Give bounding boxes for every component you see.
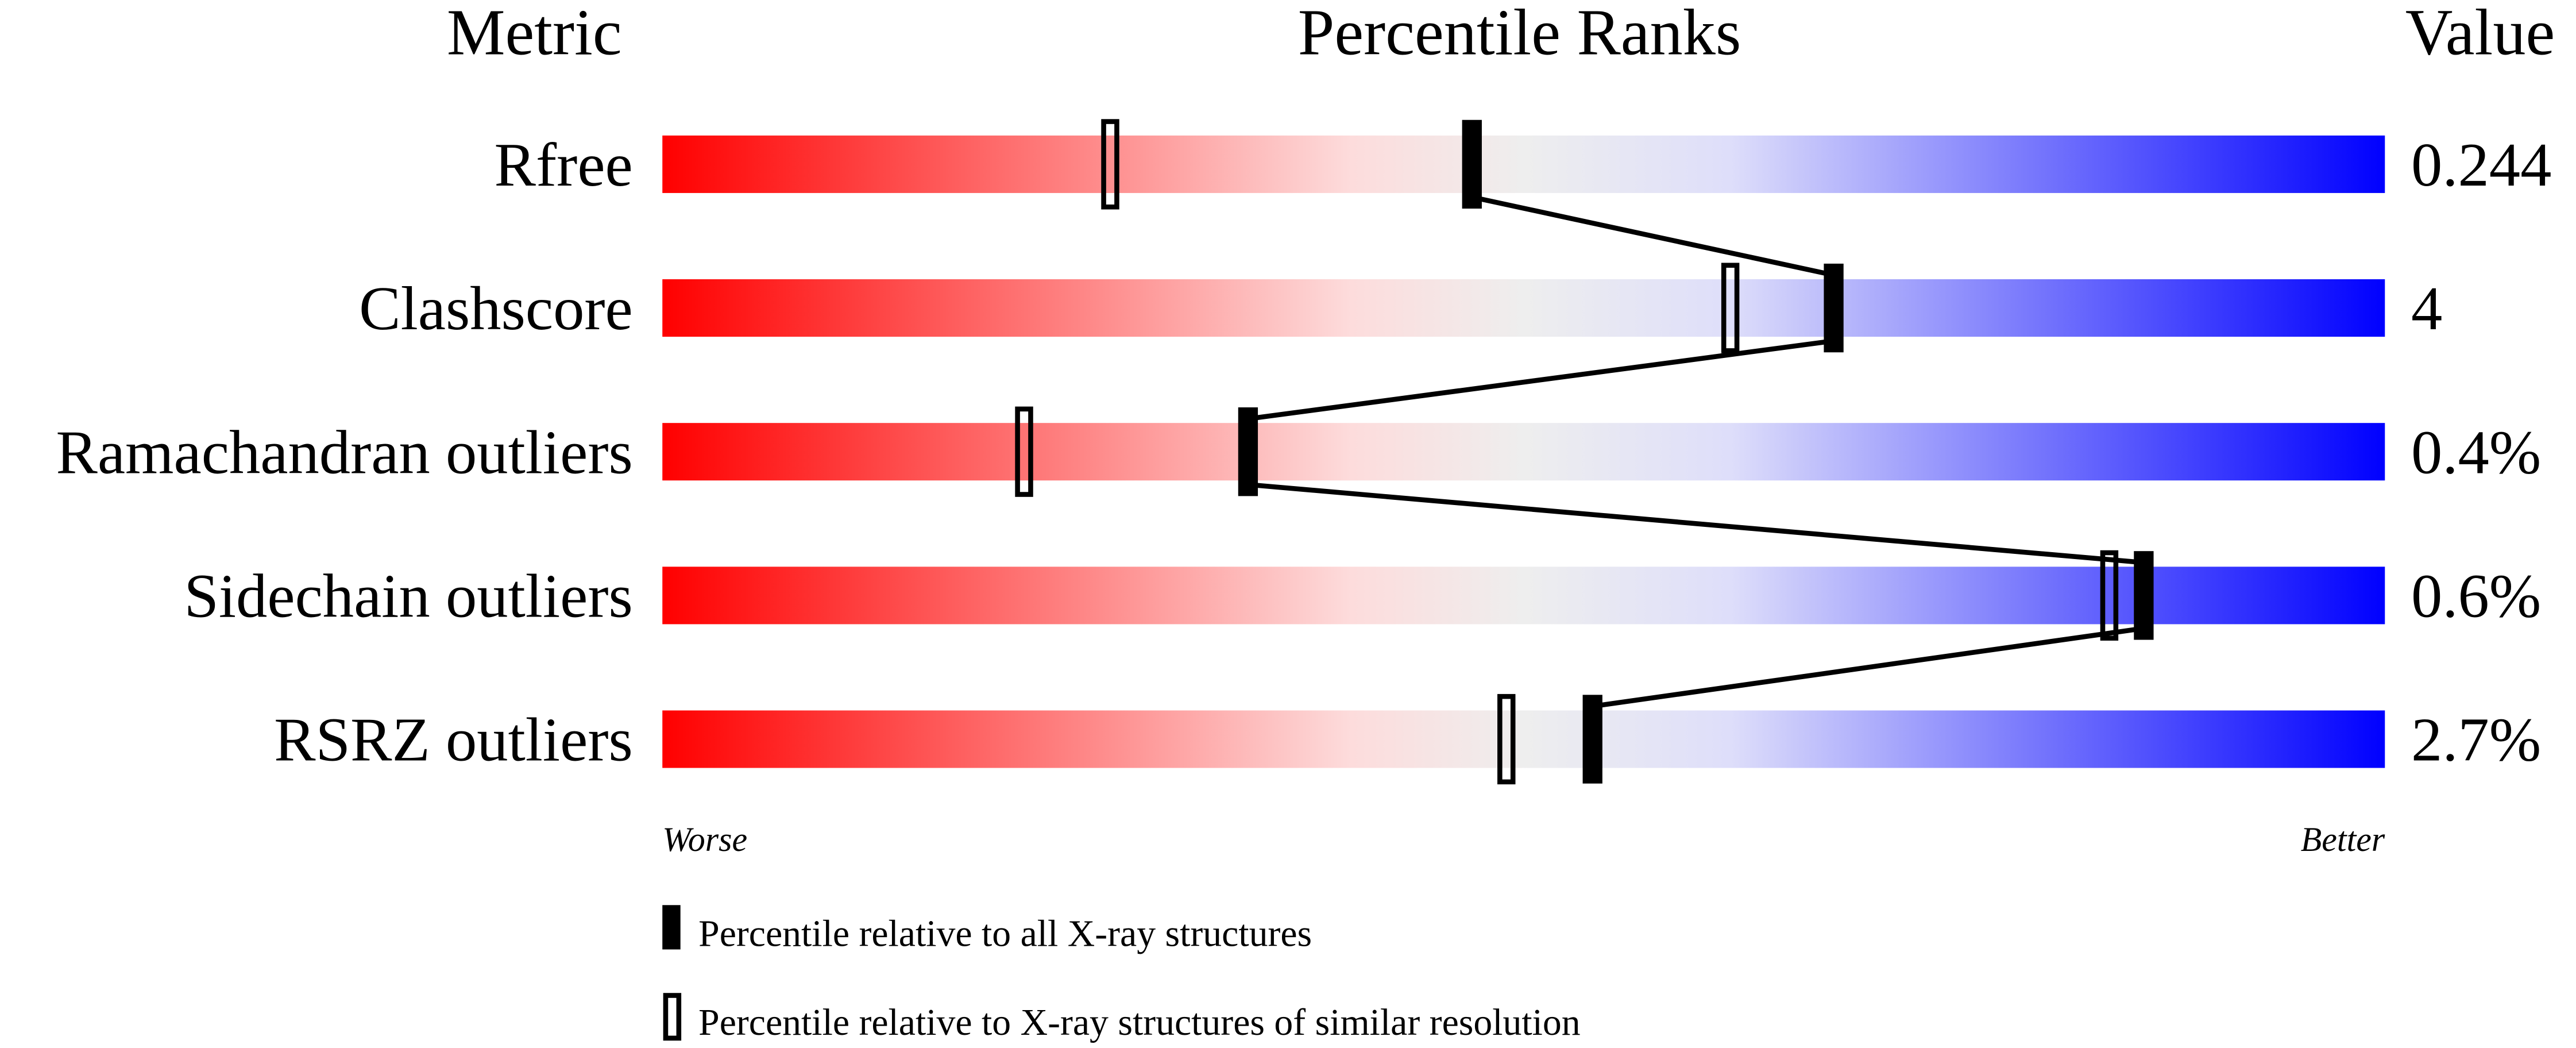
metric-label: Sidechain outliers xyxy=(184,562,632,631)
percentile-bar xyxy=(662,279,2385,337)
metric-value: 0.244 xyxy=(2411,130,2551,199)
marker-similar-resolution xyxy=(1015,406,1033,497)
marker-all-structures xyxy=(1824,263,1844,353)
metric-label: RSRZ outliers xyxy=(274,706,633,775)
percentile-bar xyxy=(662,710,2385,768)
percentile-bar xyxy=(662,135,2385,193)
marker-similar-resolution xyxy=(1101,119,1119,210)
axis-label-worse: Worse xyxy=(662,820,747,858)
metric-value: 0.6% xyxy=(2411,562,2541,631)
legend-filled-label: Percentile relative to all X-ray structu… xyxy=(698,913,1312,955)
legend-open-marker xyxy=(663,993,682,1041)
connector-line xyxy=(1471,194,1835,278)
metric-value: 0.4% xyxy=(2411,418,2541,487)
connector-line xyxy=(1248,338,1835,422)
connector-line xyxy=(1592,626,2145,709)
legend-open-label: Percentile relative to X-ray structures … xyxy=(698,1001,1581,1043)
percentile-bar xyxy=(662,423,2385,481)
percentile-bar xyxy=(662,567,2385,625)
marker-similar-resolution xyxy=(2100,550,2119,641)
header-percentile-ranks: Percentile Ranks xyxy=(1298,0,1741,68)
header-metric: Metric xyxy=(447,0,622,68)
marker-similar-resolution xyxy=(1721,263,1740,353)
connector-line xyxy=(1248,482,2144,565)
marker-all-structures xyxy=(2134,551,2154,640)
marker-all-structures xyxy=(1238,407,1258,496)
metric-label: Rfree xyxy=(495,130,633,199)
marker-all-structures xyxy=(1462,120,1482,209)
metric-label: Clashscore xyxy=(359,274,633,343)
metric-value: 4 xyxy=(2411,274,2442,343)
metric-label: Ramachandran outliers xyxy=(56,418,632,487)
marker-all-structures xyxy=(1582,695,1602,784)
header-value: Value xyxy=(2405,0,2555,68)
legend-filled-marker xyxy=(662,905,681,950)
marker-similar-resolution xyxy=(1497,693,1516,785)
metric-value: 2.7% xyxy=(2411,706,2541,775)
axis-label-better: Better xyxy=(2301,820,2385,858)
